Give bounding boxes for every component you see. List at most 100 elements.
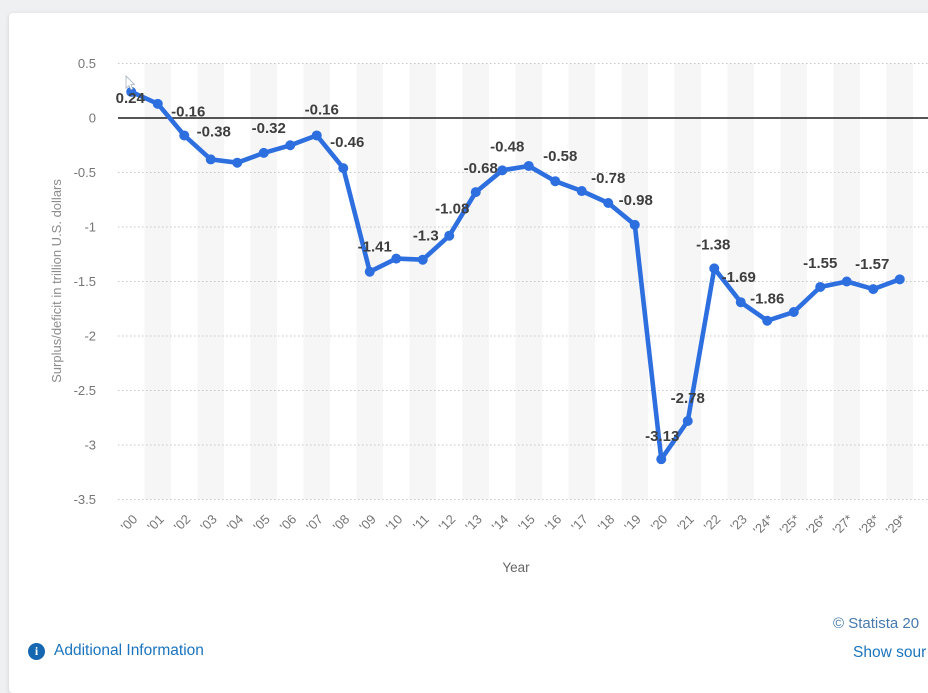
x-tick-label: '16: [542, 512, 565, 535]
y-tick-label: -1.5: [74, 274, 96, 289]
x-tick-label: '09: [356, 512, 379, 535]
x-tick-label: '29*: [883, 512, 909, 538]
data-point[interactable]: [471, 187, 481, 197]
y-tick-label: -3: [84, 438, 96, 453]
data-label: -0.78: [591, 170, 625, 187]
data-point[interactable]: [577, 186, 587, 196]
x-tick-label: '10: [383, 512, 406, 535]
x-tick-label: '02: [171, 512, 194, 535]
x-tick-label: '18: [595, 512, 618, 535]
data-label: -0.16: [171, 103, 205, 120]
data-label: -1.69: [722, 269, 756, 286]
data-label: -0.38: [197, 123, 231, 140]
data-point[interactable]: [524, 161, 534, 171]
y-tick-label: 0.5: [78, 56, 96, 71]
data-point[interactable]: [550, 176, 560, 186]
x-tick-label: '05: [250, 512, 273, 535]
x-tick-label: '28*: [856, 512, 882, 538]
x-tick-label: '15: [515, 512, 538, 535]
data-point[interactable]: [683, 416, 693, 426]
data-labels: 0.24 -0.16 -0.38 -0.32 -0.16 -0.46 -1.41 -1.3 -1…: [116, 90, 890, 445]
x-tick-label: '17: [568, 512, 591, 535]
data-point[interactable]: [391, 254, 401, 264]
x-tick-label: '11: [410, 512, 432, 534]
y-tick-label: -2: [84, 329, 96, 344]
data-point[interactable]: [789, 307, 799, 317]
x-tick-label: '19: [621, 512, 644, 535]
y-axis-title: Surplus/deficit in trillion U.S. dollars: [49, 179, 64, 383]
x-tick-label: '01: [144, 512, 167, 535]
y-tick-label: -2.5: [74, 383, 96, 398]
x-tick-label: '08: [330, 512, 353, 535]
x-tick-label: '04: [224, 512, 247, 535]
y-tick-label: -1: [84, 220, 96, 235]
x-tick-label: '03: [197, 512, 220, 535]
data-point[interactable]: [179, 130, 189, 140]
data-label: -0.16: [305, 101, 339, 118]
data-label: -0.46: [330, 134, 364, 151]
data-point[interactable]: [153, 99, 163, 109]
data-point[interactable]: [603, 198, 613, 208]
data-label: -0.32: [252, 120, 286, 137]
statista-copyright: © Statista 20: [833, 615, 919, 632]
x-tick-label: '22: [701, 512, 724, 535]
y-axis-title: Surplus/deficit in trillion U.S. dollars: [49, 179, 64, 383]
deficit-line-chart: 0.5 0 -0.5 -1 -1.5 -2 -2.5 -3 -3.5 Surplus/defici…: [0, 0, 928, 600]
data-point[interactable]: [868, 284, 878, 294]
y-tick-label: -3.5: [74, 492, 96, 507]
x-tick-label: '24*: [750, 512, 776, 538]
data-point[interactable]: [762, 316, 772, 326]
data-point[interactable]: [842, 277, 852, 287]
show-sources-link[interactable]: Show sour: [853, 644, 926, 662]
data-label: -1.55: [803, 255, 837, 272]
data-point[interactable]: [497, 165, 507, 175]
data-point[interactable]: [630, 220, 640, 230]
data-point[interactable]: [232, 158, 242, 168]
data-label: -1.57: [855, 256, 889, 273]
data-label: -0.68: [464, 160, 498, 177]
x-tick-label: '14: [489, 512, 512, 535]
x-tick-label: '20: [648, 512, 671, 535]
data-label: -0.98: [619, 192, 653, 209]
data-point[interactable]: [709, 263, 719, 273]
x-axis-title: Year: [502, 560, 530, 575]
x-axis-tick-labels: '00'01'02'03'04'05'06'07'08'09'10'11'12'…: [118, 512, 909, 538]
x-tick-label: '06: [277, 512, 300, 535]
y-tick-label: 0: [89, 111, 96, 126]
x-tick-label: '23: [727, 512, 750, 535]
info-circle-icon: i: [28, 643, 45, 660]
additional-information-link[interactable]: i Additional Information: [28, 642, 204, 660]
data-label: -1.3: [413, 228, 439, 245]
data-point[interactable]: [259, 148, 269, 158]
x-tick-label: '00: [118, 512, 141, 535]
data-point[interactable]: [656, 454, 666, 464]
data-point[interactable]: [444, 231, 454, 241]
x-tick-label: '25*: [777, 512, 803, 538]
data-point[interactable]: [285, 140, 295, 150]
data-point[interactable]: [736, 297, 746, 307]
data-label: -1.86: [750, 291, 784, 308]
data-label: -3.13: [645, 428, 679, 445]
data-point[interactable]: [895, 274, 905, 284]
data-point[interactable]: [815, 282, 825, 292]
data-point[interactable]: [418, 255, 428, 265]
x-axis-title: Year: [502, 560, 530, 575]
data-point[interactable]: [206, 154, 216, 164]
additional-information-label: Additional Information: [54, 642, 204, 660]
data-point[interactable]: [338, 163, 348, 173]
x-tick-label: '21: [674, 512, 697, 535]
statista-chart-page: { "page": { "background_color": "#eef0f2…: [0, 0, 928, 678]
data-label: -1.41: [358, 239, 392, 256]
data-point[interactable]: [312, 130, 322, 140]
data-label: -0.48: [490, 138, 524, 155]
y-tick-label: -0.5: [74, 165, 96, 180]
data-label: -1.38: [696, 236, 730, 253]
data-point[interactable]: [365, 267, 375, 277]
x-tick-label: '12: [436, 512, 459, 535]
data-label: 0.24: [116, 90, 146, 107]
x-tick-label: '13: [462, 512, 485, 535]
y-axis-tick-labels: 0.5 0 -0.5 -1 -1.5 -2 -2.5 -3 -3.5: [74, 56, 96, 507]
data-label: -1.08: [435, 201, 469, 218]
x-tick-label: '07: [303, 512, 326, 535]
x-tick-label: '26*: [803, 512, 829, 538]
